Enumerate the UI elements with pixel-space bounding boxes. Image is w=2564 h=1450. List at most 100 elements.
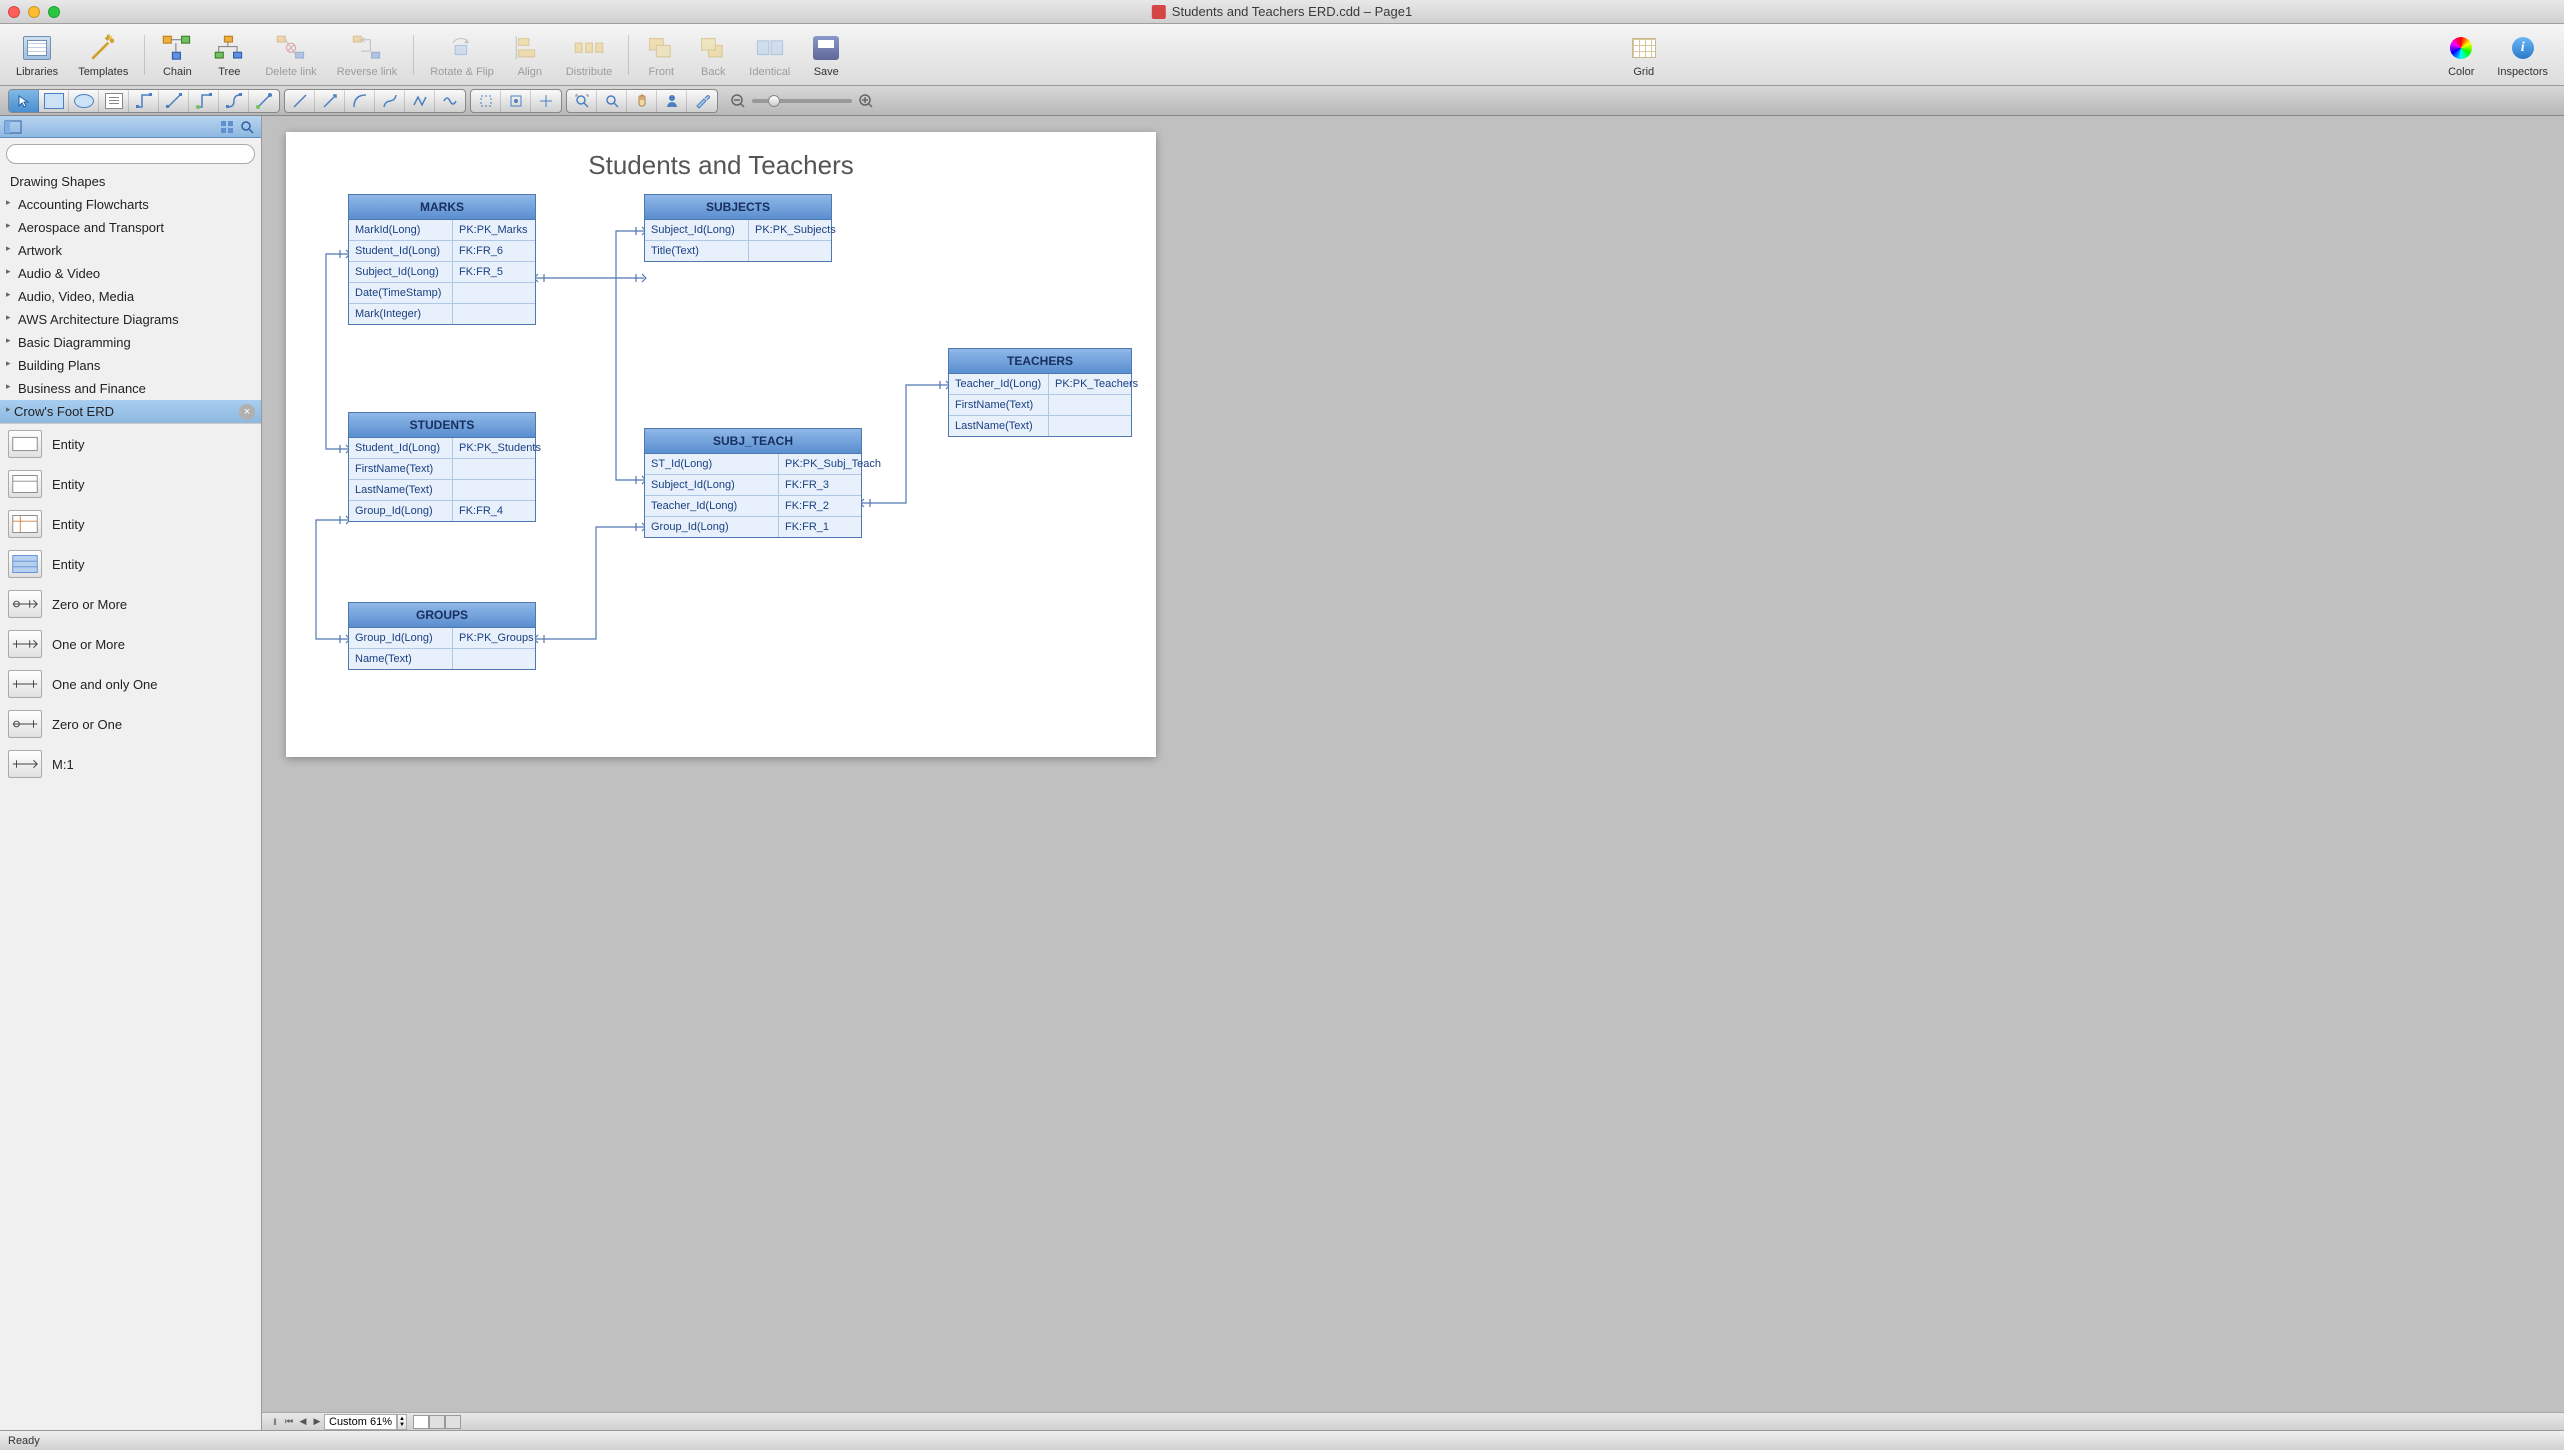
key-cell — [453, 283, 535, 304]
minimize-window[interactable] — [28, 6, 40, 18]
text-tool[interactable] — [99, 90, 129, 112]
page-tab-3[interactable] — [445, 1415, 461, 1429]
zoom-stepper[interactable]: ▲▼ — [397, 1414, 407, 1430]
canvas-area[interactable]: Students and Teachers — [262, 116, 2564, 1430]
user-tool[interactable] — [657, 90, 687, 112]
scroll-handle-icon[interactable]: ‖ — [268, 1415, 282, 1429]
search-icon[interactable] — [237, 117, 257, 137]
color-button[interactable]: Color — [2437, 30, 2485, 80]
shape-thumb-icon — [8, 710, 42, 738]
shape-item[interactable]: Zero or One — [0, 704, 261, 744]
reverse-link-button: Reverse link — [329, 30, 406, 80]
pan-tool[interactable] — [627, 90, 657, 112]
zoom-slider[interactable] — [752, 99, 852, 103]
shape-item[interactable]: One and only One — [0, 664, 261, 704]
tree-item[interactable]: Audio, Video, Media — [0, 285, 261, 308]
shape-item[interactable]: Entity — [0, 424, 261, 464]
tree-item[interactable]: Audio & Video — [0, 262, 261, 285]
key-cell: PK:PK_Marks — [453, 220, 535, 241]
snap-tool-1[interactable] — [471, 90, 501, 112]
connector-tool-3[interactable] — [189, 90, 219, 112]
entity-row: ST_Id(Long)PK:PK_Subj_Teach — [645, 454, 861, 475]
tree-item-selected[interactable]: Crow's Foot ERD × — [0, 400, 261, 423]
connector-tool-2[interactable] — [159, 90, 189, 112]
shape-item[interactable]: One or More — [0, 624, 261, 664]
page-next[interactable]: ▶ — [310, 1415, 324, 1429]
polyline-tool[interactable] — [405, 90, 435, 112]
tree-item[interactable]: Aerospace and Transport — [0, 216, 261, 239]
close-window[interactable] — [8, 6, 20, 18]
chain-button[interactable]: Chain — [153, 30, 201, 80]
connector-tool-5[interactable] — [249, 90, 279, 112]
entity-row: Group_Id(Long)PK:PK_Groups — [349, 628, 535, 649]
connector-tool-4[interactable] — [219, 90, 249, 112]
entity-row: Subject_Id(Long)FK:FR_5 — [349, 262, 535, 283]
zoom-in-icon[interactable] — [858, 93, 874, 109]
key-cell: FK:FR_3 — [779, 475, 861, 496]
page-first[interactable]: ⏮ — [282, 1415, 296, 1429]
snap-tool-3[interactable] — [531, 90, 561, 112]
tree-item[interactable]: Basic Diagramming — [0, 331, 261, 354]
panel-toggle-icon[interactable] — [4, 118, 22, 136]
entity-row: Subject_Id(Long)PK:PK_Subjects — [645, 220, 831, 241]
line-tool-1[interactable] — [285, 90, 315, 112]
templates-button[interactable]: Templates — [70, 30, 136, 80]
bezier-tool[interactable] — [375, 90, 405, 112]
shape-item[interactable]: Entity — [0, 464, 261, 504]
page-tab-1[interactable] — [413, 1415, 429, 1429]
zoom-fit-tool[interactable] — [567, 90, 597, 112]
close-category-icon[interactable]: × — [239, 404, 255, 420]
tree-root[interactable]: Drawing Shapes — [0, 170, 261, 193]
grid-button[interactable]: Grid — [1620, 30, 1668, 80]
zoom-level-label[interactable]: Custom 61% — [324, 1414, 397, 1430]
erd-entity-subj_teach[interactable]: SUBJ_TEACHST_Id(Long)PK:PK_Subj_TeachSub… — [644, 428, 862, 538]
tree-item[interactable]: AWS Architecture Diagrams — [0, 308, 261, 331]
save-icon — [813, 36, 839, 60]
eyedropper-tool[interactable] — [687, 90, 717, 112]
shape-label: Entity — [52, 517, 85, 532]
tree-item[interactable]: Accounting Flowcharts — [0, 193, 261, 216]
rectangle-tool[interactable] — [39, 90, 69, 112]
ellipse-tool[interactable] — [69, 90, 99, 112]
erd-entity-marks[interactable]: MARKSMarkId(Long)PK:PK_MarksStudent_Id(L… — [348, 194, 536, 325]
field-cell: Name(Text) — [349, 649, 453, 669]
connector-tool-1[interactable] — [129, 90, 159, 112]
shape-item[interactable]: Entity — [0, 544, 261, 584]
zoom-window[interactable] — [48, 6, 60, 18]
shape-thumb-icon — [8, 510, 42, 538]
erd-entity-students[interactable]: STUDENTSStudent_Id(Long)PK:PK_StudentsFi… — [348, 412, 536, 522]
key-cell — [749, 241, 831, 261]
entity-row: Student_Id(Long)PK:PK_Students — [349, 438, 535, 459]
page-prev[interactable]: ◀ — [296, 1415, 310, 1429]
erd-entity-subjects[interactable]: SUBJECTSSubject_Id(Long)PK:PK_SubjectsTi… — [644, 194, 832, 262]
erd-entity-groups[interactable]: GROUPSGroup_Id(Long)PK:PK_GroupsName(Tex… — [348, 602, 536, 670]
arc-tool[interactable] — [345, 90, 375, 112]
entity-header: GROUPS — [349, 603, 535, 628]
status-ready: Ready — [8, 1435, 40, 1447]
tree-item[interactable]: Business and Finance — [0, 377, 261, 400]
field-cell: MarkId(Long) — [349, 220, 453, 241]
line-tool-2[interactable] — [315, 90, 345, 112]
grid-view-icon[interactable] — [217, 117, 237, 137]
titlebar: Students and Teachers ERD.cdd – Page1 — [0, 0, 2564, 24]
zoom-out-icon[interactable] — [730, 93, 746, 109]
tree-item[interactable]: Building Plans — [0, 354, 261, 377]
shape-item[interactable]: Zero or More — [0, 584, 261, 624]
erd-entity-teachers[interactable]: TEACHERSTeacher_Id(Long)PK:PK_TeachersFi… — [948, 348, 1132, 437]
tree-button[interactable]: Tree — [205, 30, 253, 80]
shape-thumb-icon — [8, 550, 42, 578]
key-cell — [453, 649, 535, 669]
library-search-input[interactable] — [6, 144, 255, 164]
freehand-tool[interactable] — [435, 90, 465, 112]
inspectors-button[interactable]: i Inspectors — [2489, 30, 2556, 80]
shape-item[interactable]: M:1 — [0, 744, 261, 784]
zoom-tool[interactable] — [597, 90, 627, 112]
tree-item[interactable]: Artwork — [0, 239, 261, 262]
key-cell: FK:FR_1 — [779, 517, 861, 537]
snap-tool-2[interactable] — [501, 90, 531, 112]
page-tab-2[interactable] — [429, 1415, 445, 1429]
save-button[interactable]: Save — [802, 30, 850, 80]
libraries-button[interactable]: Libraries — [8, 30, 66, 80]
pointer-tool[interactable] — [9, 90, 39, 112]
shape-item[interactable]: Entity — [0, 504, 261, 544]
